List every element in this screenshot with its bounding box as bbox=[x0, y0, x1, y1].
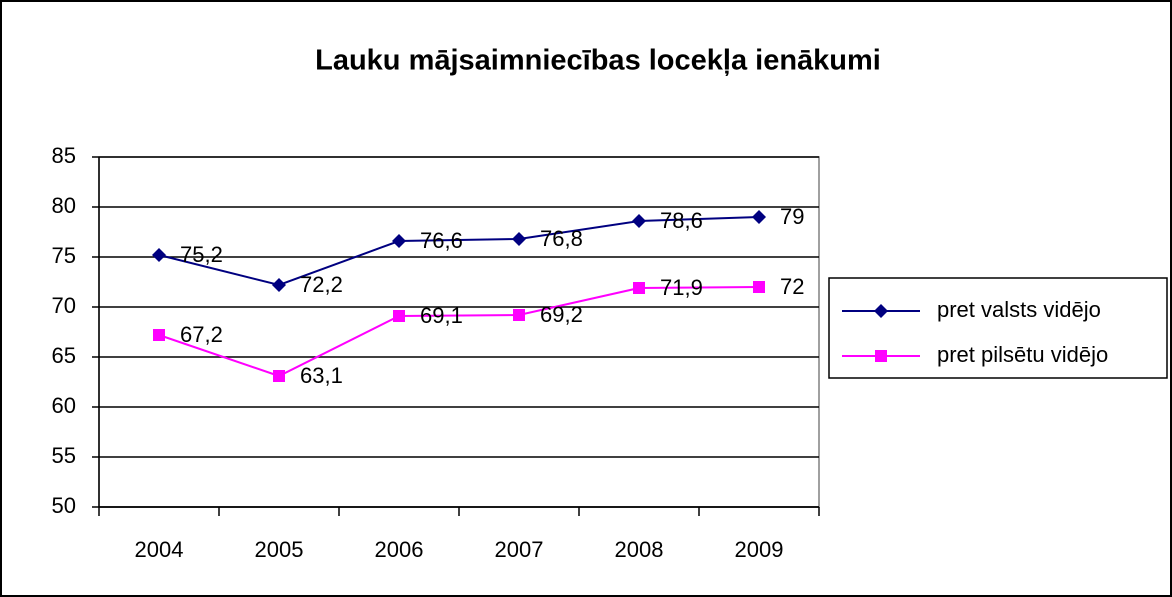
data-label: 76,6 bbox=[420, 228, 463, 253]
data-label: 69,2 bbox=[540, 302, 583, 327]
y-tick-label: 85 bbox=[52, 143, 76, 168]
data-point bbox=[392, 234, 406, 248]
data-point bbox=[752, 210, 766, 224]
data-label: 67,2 bbox=[180, 322, 223, 347]
y-tick-label: 70 bbox=[52, 293, 76, 318]
data-point bbox=[633, 282, 645, 294]
series-line bbox=[158, 286, 760, 378]
chart-title: Lauku mājsaimniecības locekļa ienākumi bbox=[315, 45, 881, 77]
legend-label: pret pilsētu vidējo bbox=[937, 342, 1108, 367]
data-label: 72 bbox=[780, 274, 804, 299]
data-label: 72,2 bbox=[300, 272, 343, 297]
data-label: 78,6 bbox=[660, 208, 703, 233]
data-point bbox=[152, 248, 166, 262]
y-tick-label: 80 bbox=[52, 193, 76, 218]
data-label: 76,8 bbox=[540, 226, 583, 251]
data-point bbox=[393, 310, 405, 322]
x-tick-label: 2006 bbox=[375, 537, 424, 562]
legend-label: pret valsts vidējo bbox=[937, 297, 1101, 322]
data-point bbox=[632, 214, 646, 228]
legend-marker bbox=[875, 350, 887, 362]
x-tick-label: 2005 bbox=[255, 537, 304, 562]
x-tick-label: 2008 bbox=[615, 537, 664, 562]
legend-marker bbox=[874, 304, 888, 318]
data-label: 79 bbox=[780, 204, 804, 229]
data-label: 71,9 bbox=[660, 275, 703, 300]
x-tick-label: 2009 bbox=[735, 537, 784, 562]
data-point bbox=[512, 232, 526, 246]
y-tick-label: 75 bbox=[52, 243, 76, 268]
data-point bbox=[753, 281, 765, 293]
y-tick-label: 55 bbox=[52, 443, 76, 468]
x-tick-label: 2007 bbox=[495, 537, 544, 562]
data-point bbox=[272, 278, 286, 292]
data-point bbox=[513, 309, 525, 321]
x-tick-label: 2004 bbox=[135, 537, 184, 562]
data-label: 63,1 bbox=[300, 363, 343, 388]
y-tick-label: 65 bbox=[52, 343, 76, 368]
y-tick-label: 50 bbox=[52, 493, 76, 518]
data-label: 75,2 bbox=[180, 242, 223, 267]
y-tick-label: 60 bbox=[52, 393, 76, 418]
series-line bbox=[158, 216, 760, 287]
data-label: 69,1 bbox=[420, 303, 463, 328]
data-point bbox=[273, 370, 285, 382]
data-point bbox=[153, 329, 165, 341]
